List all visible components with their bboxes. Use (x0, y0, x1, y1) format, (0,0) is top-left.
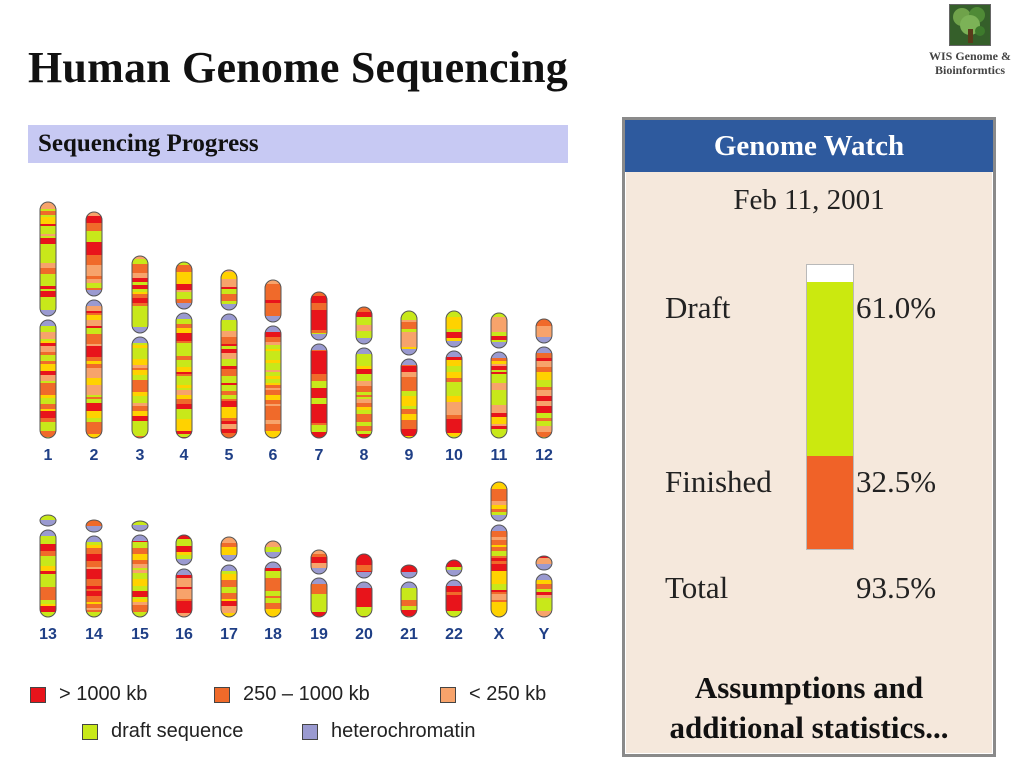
chromosome-20: 20 (355, 553, 373, 643)
chromosome-label: 3 (136, 447, 145, 464)
chromosome-13: 13 (39, 514, 57, 643)
chromosome-2: 2 (85, 211, 103, 464)
chromosome-5: 5 (220, 269, 238, 464)
sequencing-progress-header: Sequencing Progress (28, 125, 568, 163)
chromosome-label: 22 (445, 626, 463, 643)
finished-label: Finished (665, 464, 772, 499)
chromosome-label: 1 (44, 447, 53, 464)
legend-swatch-draft (82, 723, 98, 740)
draft-value: 61.0% (856, 290, 937, 325)
total-value: 93.5% (856, 570, 937, 605)
legend-item-lt250: < 250 kb (440, 683, 546, 706)
chromosome-label: X (494, 626, 505, 643)
chromosome-label: 13 (39, 626, 57, 643)
chromosome-label: 4 (180, 447, 189, 464)
chromosome-19: 19 (310, 549, 328, 643)
chromosome-label: 9 (405, 447, 414, 464)
legend-label-lt250: < 250 kb (469, 683, 547, 705)
chromosome-label: 21 (400, 626, 418, 643)
chromosome-label: 11 (491, 447, 508, 464)
draft-label: Draft (665, 290, 731, 325)
chromosome-7: 7 (310, 291, 328, 464)
chromosome-label: 6 (269, 447, 278, 464)
legend-label-draft: draft sequence (111, 720, 244, 742)
chromosome-label: 20 (355, 626, 373, 643)
logo-text-line1: WIS Genome & (929, 49, 1011, 63)
progress-thermometer (806, 264, 854, 550)
legend-item-draft: draft sequence (82, 720, 243, 743)
chromosome-6: 6 (264, 279, 282, 464)
finished-progress-fill (807, 456, 853, 549)
assumptions-link-line2: additional statistics... (669, 710, 949, 745)
chromosome-21: 21 (400, 564, 418, 643)
finished-value: 32.5% (856, 464, 937, 499)
logo-text: WIS Genome & Bioinformtics (918, 49, 1022, 77)
chromosome-label: 18 (264, 626, 282, 643)
legend-swatch-heterochromatin (302, 723, 318, 740)
chromosome-12: 12 (535, 318, 553, 464)
chromosome-label: 16 (175, 626, 193, 643)
chromosome-9: 9 (400, 310, 418, 464)
legend-swatch-250-1000 (214, 686, 230, 703)
genome-watch-panel: Genome Watch Feb 11, 2001 Draft 61.0% Fi… (622, 117, 996, 757)
genome-watch-date: Feb 11, 2001 (733, 184, 885, 216)
legend-item-250-1000: 250 – 1000 kb (214, 683, 370, 706)
chromosome-22: 22 (445, 559, 463, 643)
chromosome-Y: Y (535, 555, 553, 643)
chromosome-15: 15 (131, 520, 149, 643)
legend-item-gt1000: > 1000 kb (30, 683, 147, 706)
chromosome-4: 4 (175, 261, 193, 464)
chromosome-11: 11 (490, 312, 508, 464)
tree-logo-icon (949, 4, 991, 46)
chromosome-label: 19 (310, 626, 328, 643)
chromosome-8: 8 (355, 306, 373, 464)
chromosome-16: 16 (175, 534, 193, 643)
page-title: Human Genome Sequencing (28, 43, 568, 92)
chromosome-label: 17 (220, 626, 238, 643)
legend-label-heterochromatin: heterochromatin (331, 720, 476, 742)
genome-watch-header: Genome Watch (625, 120, 993, 172)
chromosome-label: 7 (315, 447, 324, 464)
chromosome-1: 1 (39, 201, 57, 464)
legend: > 1000 kb 250 – 1000 kb < 250 kb draft s… (30, 683, 590, 753)
logo[interactable]: WIS Genome & Bioinformtics (918, 4, 1022, 77)
chromosome-18: 18 (264, 540, 282, 643)
chromosome-3: 3 (131, 255, 149, 464)
chromosome-14: 14 (85, 519, 103, 643)
legend-label-gt1000: > 1000 kb (59, 683, 148, 705)
chromosome-label: 8 (360, 447, 369, 464)
legend-swatch-lt250 (440, 686, 456, 703)
chromosome-label: 10 (445, 447, 463, 464)
assumptions-link-line1: Assumptions and (694, 670, 924, 705)
draft-progress-fill (807, 282, 853, 456)
chromosome-label: 15 (131, 626, 149, 643)
legend-swatch-gt1000 (30, 686, 46, 703)
chromosome-label: 14 (85, 626, 103, 643)
chromosome-10: 10 (445, 310, 463, 464)
legend-label-250-1000: 250 – 1000 kb (243, 683, 370, 705)
chromosome-X: X (490, 481, 508, 643)
logo-text-line2: Bioinformtics (935, 63, 1005, 77)
chromosome-label: 5 (225, 447, 234, 464)
chromosome-label: 12 (535, 447, 553, 464)
total-label: Total (665, 570, 729, 605)
chromosome-label: Y (539, 626, 550, 643)
chromosome-17: 17 (220, 536, 238, 643)
assumptions-link[interactable]: Assumptions and additional statistics... (625, 668, 993, 748)
legend-item-heterochromatin: heterochromatin (302, 720, 476, 743)
chromosome-label: 2 (90, 447, 99, 464)
